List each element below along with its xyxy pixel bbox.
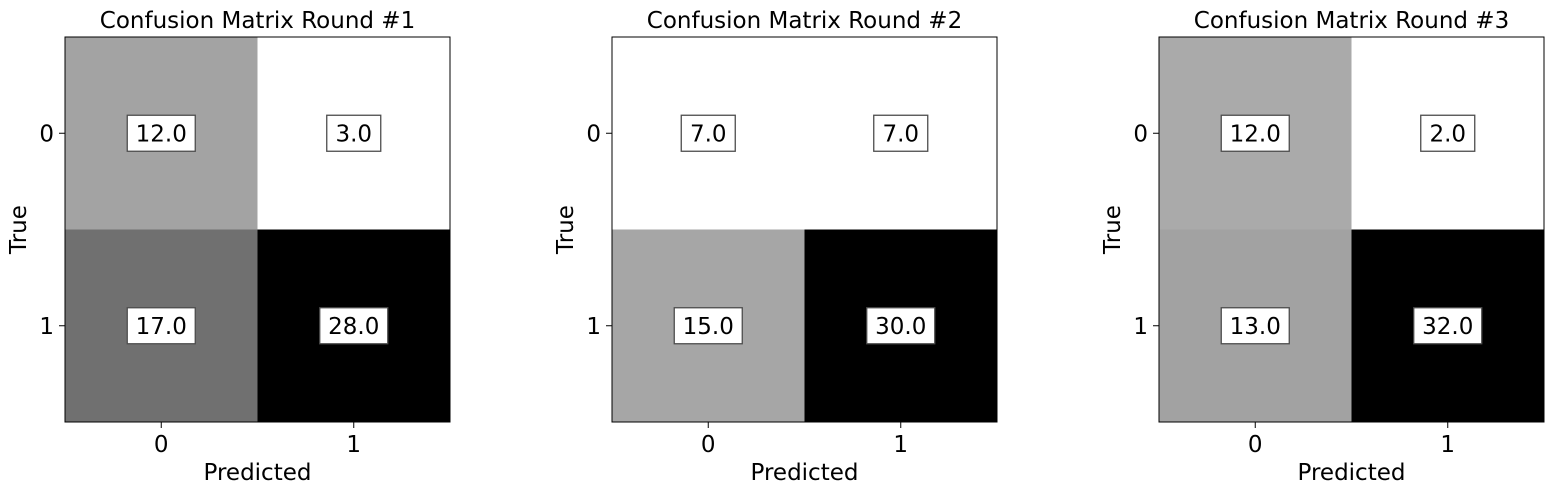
cell-value-label: 30.0 [875, 314, 926, 340]
confusion-matrix-panel-3: Confusion Matrix Round #3 12.0 2.0 13.0 32.0… [1100, 8, 1545, 486]
y-tick-label: 1 [586, 314, 601, 340]
y-tick-label: 1 [39, 314, 54, 340]
cell-label-box [1220, 114, 1290, 152]
y-axis-label: True [1100, 205, 1126, 255]
y-tick-label: 0 [1133, 121, 1148, 147]
cell-label-box [1420, 114, 1476, 152]
y-tick-label: 1 [1133, 314, 1148, 340]
cell-label-box [326, 114, 382, 152]
cell-label-box [126, 114, 196, 152]
cell-value-label: 7.0 [882, 121, 919, 147]
axes-frame [611, 36, 998, 423]
confusion-matrix-panel-1: Confusion Matrix Round #1 12.0 3.0 17.0 28.0… [6, 8, 451, 486]
axes-frame [64, 36, 451, 423]
cell-value-label: 17.0 [136, 314, 187, 340]
x-axis-label: Predicted [204, 460, 312, 486]
cell-label-box [1220, 307, 1290, 345]
x-tick-label: 0 [701, 432, 716, 458]
cell-label-box [680, 114, 736, 152]
cell-value-label: 12.0 [1230, 121, 1281, 147]
axes-frame [1158, 36, 1545, 423]
cell-label-box [673, 307, 743, 345]
confusion-matrix-panel-2: Confusion Matrix Round #2 7.0 7.0 15.0 30.0 0… [553, 8, 998, 486]
cell-label-box [866, 307, 936, 345]
y-tick-label: 0 [39, 121, 54, 147]
cell-label-box [873, 114, 929, 152]
cell-value-label: 15.0 [683, 314, 734, 340]
x-axis-label: Predicted [751, 460, 859, 486]
y-tick-label: 0 [586, 121, 601, 147]
chart-title: Confusion Matrix Round #3 [1194, 8, 1509, 34]
cell-value-label: 28.0 [328, 314, 379, 340]
cell-value-label: 3.0 [335, 121, 372, 147]
cell-label-box [1413, 307, 1483, 345]
chart-title: Confusion Matrix Round #2 [647, 8, 962, 34]
x-axis-label: Predicted [1298, 460, 1406, 486]
x-tick-label: 1 [1440, 432, 1455, 458]
cell-value-label: 2.0 [1429, 121, 1466, 147]
x-tick-label: 1 [346, 432, 361, 458]
cell-value-label: 13.0 [1230, 314, 1281, 340]
y-axis-label: True [553, 205, 579, 255]
x-tick-label: 0 [154, 432, 169, 458]
x-tick-label: 1 [893, 432, 908, 458]
y-axis-label: True [6, 205, 32, 255]
chart-title: Confusion Matrix Round #1 [100, 8, 415, 34]
cell-label-box [126, 307, 196, 345]
cell-value-label: 7.0 [690, 121, 727, 147]
cell-value-label: 12.0 [136, 121, 187, 147]
cell-value-label: 32.0 [1422, 314, 1473, 340]
x-tick-label: 0 [1248, 432, 1263, 458]
cell-label-box [319, 307, 389, 345]
